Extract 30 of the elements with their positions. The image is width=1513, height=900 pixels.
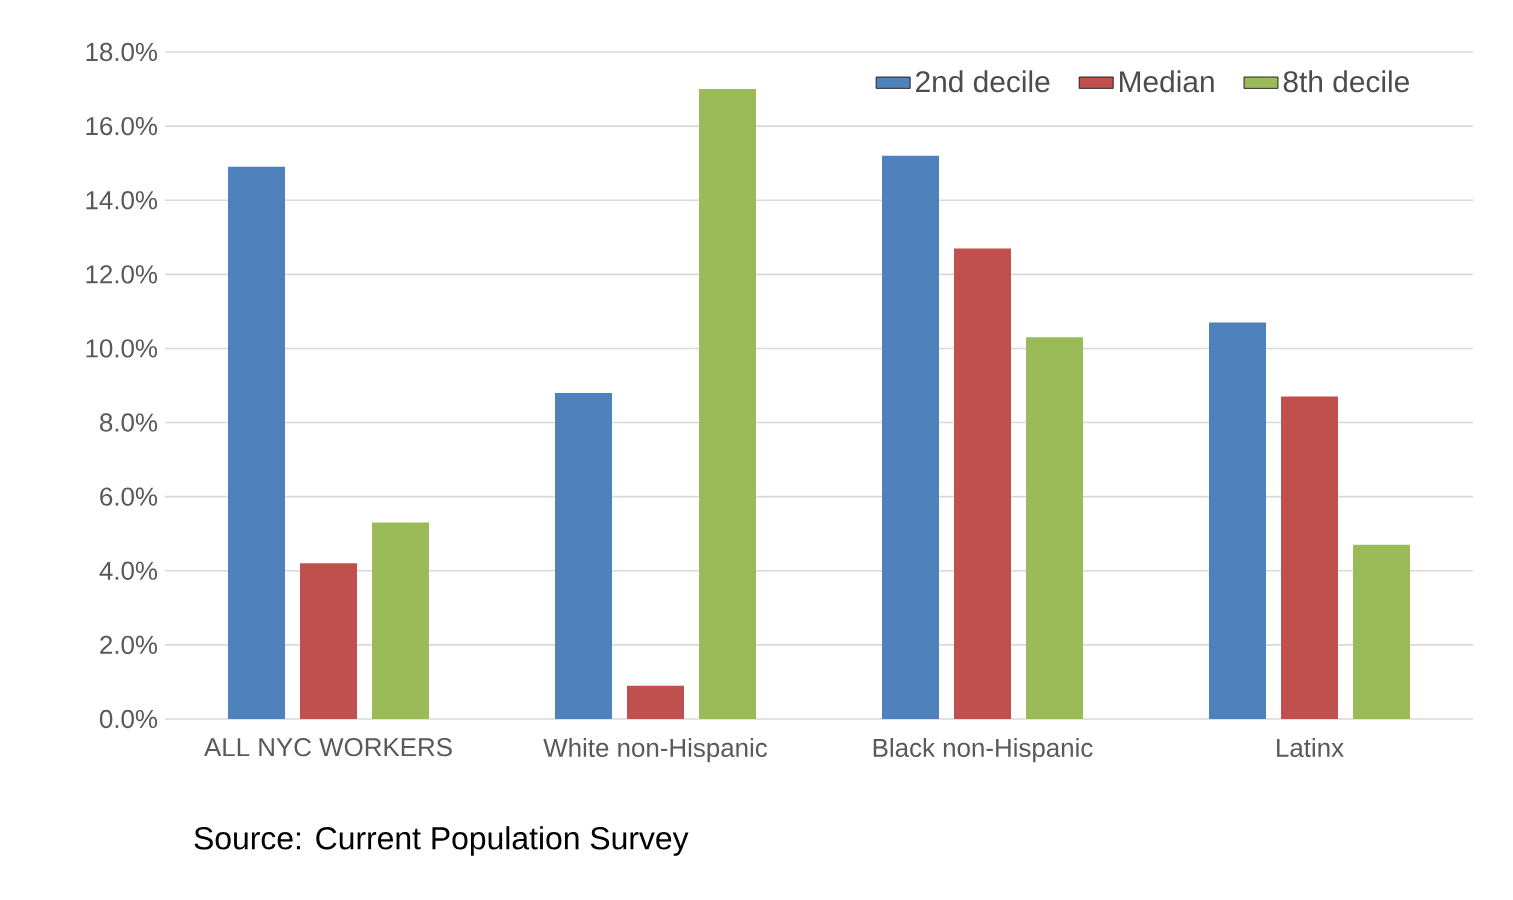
bar bbox=[1281, 396, 1339, 719]
bar bbox=[699, 89, 757, 719]
x-tick-label: White non-Hispanic bbox=[543, 738, 768, 763]
y-tick-label: 16.0% bbox=[86, 116, 158, 136]
y-tick-label: 14.0% bbox=[86, 191, 158, 210]
y-tick-label: 10.0% bbox=[86, 339, 158, 358]
y-tick-label: 12.0% bbox=[86, 265, 158, 284]
legend-label: 2nd decile bbox=[916, 70, 1050, 93]
bar bbox=[954, 248, 1012, 719]
y-tick-label: 2.0% bbox=[100, 635, 158, 655]
bar bbox=[1209, 322, 1267, 719]
y-tick-label: 8.0% bbox=[100, 413, 158, 432]
bar bbox=[1026, 337, 1084, 719]
legend-label: Median bbox=[1120, 70, 1214, 93]
x-tick-label: Latinx bbox=[1277, 738, 1344, 758]
bar bbox=[372, 522, 430, 719]
y-tick-label: 6.0% bbox=[100, 487, 158, 506]
bar bbox=[627, 685, 684, 719]
source-note: Source: Current Population Survey bbox=[194, 826, 689, 856]
y-tick-label: 0.0% bbox=[99, 709, 158, 729]
bar bbox=[555, 392, 612, 719]
bar bbox=[228, 166, 285, 719]
legend-label: 8th decile bbox=[1283, 70, 1409, 93]
y-tick-label: 18.0% bbox=[86, 42, 158, 62]
bar bbox=[1353, 544, 1411, 719]
y-tick-label: 4.0% bbox=[99, 561, 158, 580]
x-tick-label: ALL NYC WORKERS bbox=[204, 738, 452, 757]
bar bbox=[300, 563, 357, 719]
x-tick-label: Black non-Hispanic bbox=[873, 738, 1093, 763]
bar bbox=[882, 155, 939, 719]
